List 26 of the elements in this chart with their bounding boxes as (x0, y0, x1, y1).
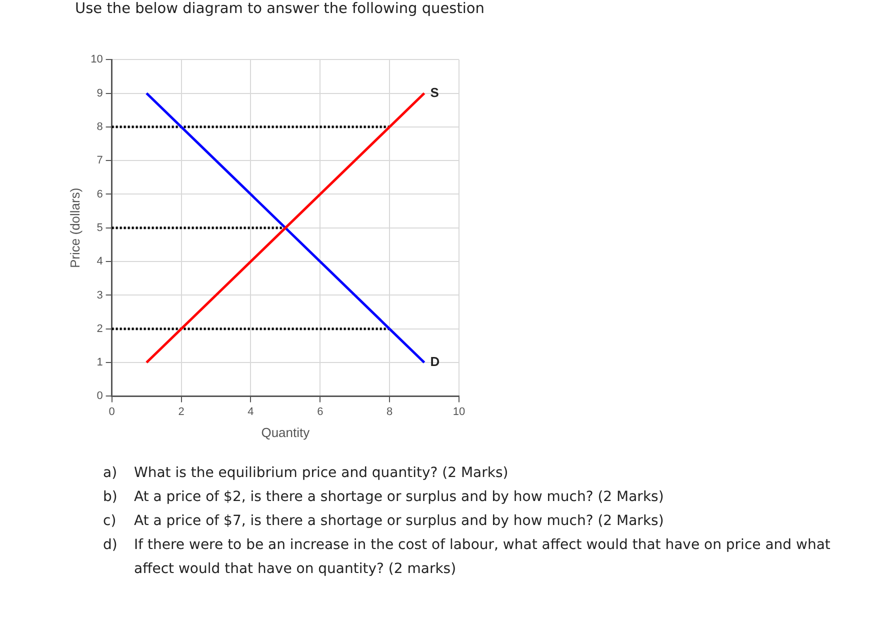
x-tick-label: 10 (452, 406, 466, 418)
x-tick-label: 0 (108, 406, 115, 418)
y-tick-label: 9 (96, 87, 103, 100)
y-tick-label: 3 (96, 289, 103, 302)
x-tick-label: 6 (317, 406, 324, 418)
y-tick-label: 10 (90, 54, 103, 66)
series-label: S (430, 84, 440, 100)
x-tick-label: 4 (248, 406, 254, 418)
text: a) What is the equilibrium price and quantity? (2 Marks) (103, 465, 508, 481)
y-tick-label: 7 (96, 154, 103, 167)
text: d) If there were to be an increase in the cost of labour, what affect would that have on price and what affect would that have on quantity? (2 marks) (103, 536, 832, 579)
y-tick-label: 4 (96, 256, 103, 268)
x-tick-label: 2 (178, 406, 184, 418)
y-tick-label: 1 (96, 356, 103, 369)
y-tick-label: 8 (96, 120, 103, 133)
y-tick-label: 2 (96, 322, 103, 335)
y-tick-label: 0 (96, 390, 103, 402)
text: b) At a price of $2, is there a shortage or surplus and by how much? (2 Marks) (103, 488, 664, 507)
x-tick-label: 8 (386, 406, 393, 418)
series-label: D (430, 354, 440, 370)
x-axis-title: Quantity (261, 424, 310, 440)
text: c) At a price of $7, is there a shortage or surplus and by how much? (2 Marks) (103, 513, 664, 529)
y-tick-label: 6 (96, 188, 103, 200)
y-axis-title: Price (dollars) (67, 188, 82, 268)
chart-title: Use the below diagram to answer the following question (75, 1, 484, 17)
y-tick-label: 5 (96, 222, 103, 234)
